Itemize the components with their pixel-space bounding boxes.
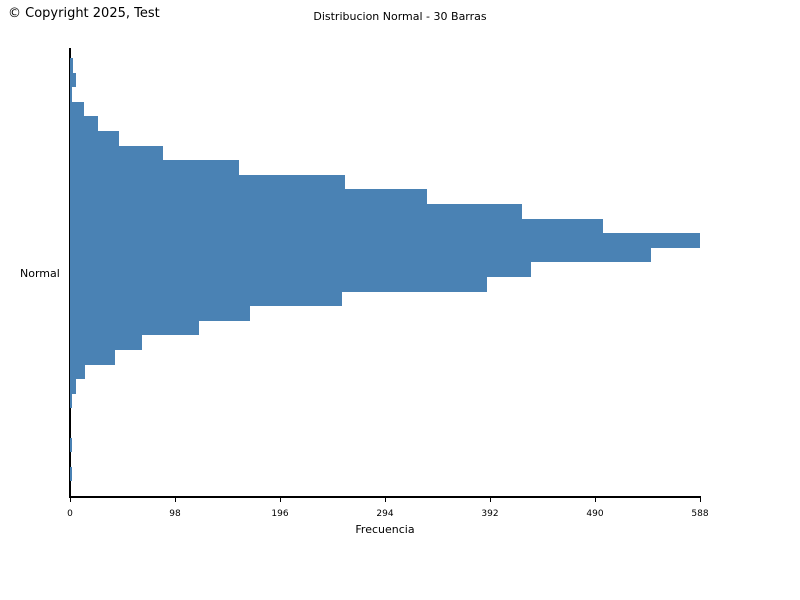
histogram-bar <box>70 262 531 277</box>
histogram-bar <box>70 160 240 175</box>
x-tick-label: 196 <box>271 509 289 519</box>
x-axis-spine <box>69 496 701 498</box>
x-tick-mark <box>279 497 281 502</box>
histogram-bar <box>70 218 603 234</box>
histogram-bar <box>70 364 85 380</box>
x-tick-mark <box>489 497 491 502</box>
histogram-bar <box>70 87 73 102</box>
histogram-bar <box>70 335 142 350</box>
x-tick-label: 0 <box>67 509 73 519</box>
x-tick-mark <box>69 497 71 502</box>
histogram-bar <box>70 379 77 394</box>
x-tick-label: 588 <box>691 509 709 519</box>
histogram-bar <box>70 58 74 73</box>
x-tick-label: 294 <box>376 509 394 519</box>
histogram-bar <box>70 101 84 117</box>
histogram-bar <box>70 393 73 409</box>
histogram-bar <box>70 247 651 263</box>
x-tick-label: 98 <box>169 509 181 519</box>
x-tick-label: 392 <box>481 509 499 519</box>
histogram-bar <box>70 145 164 161</box>
histogram-bar <box>70 189 427 204</box>
x-tick-mark <box>174 497 176 502</box>
histogram-bar <box>70 350 115 365</box>
x-tick-mark <box>699 497 701 502</box>
histogram-bar <box>70 72 77 88</box>
y-axis-label: Normal <box>20 267 60 280</box>
x-axis-label: Frecuencia <box>355 523 415 536</box>
histogram-bar <box>70 116 98 131</box>
histogram-bar <box>70 306 250 321</box>
histogram-bar <box>70 233 700 248</box>
y-axis-spine <box>69 48 71 496</box>
chart-title: Distribucion Normal - 30 Barras <box>313 10 487 23</box>
x-tick-mark <box>384 497 386 502</box>
histogram-bar <box>70 320 199 336</box>
x-tick-mark <box>594 497 596 502</box>
histogram-bar <box>70 437 73 453</box>
copyright-text: © Copyright 2025, Test <box>8 6 160 21</box>
histogram-bar <box>70 131 120 146</box>
histogram-bar <box>70 277 487 292</box>
histogram-bar <box>70 466 73 482</box>
histogram-bar <box>70 291 343 307</box>
histogram-bar <box>70 204 523 219</box>
x-tick-label: 490 <box>586 509 604 519</box>
histogram-bar <box>70 174 346 190</box>
